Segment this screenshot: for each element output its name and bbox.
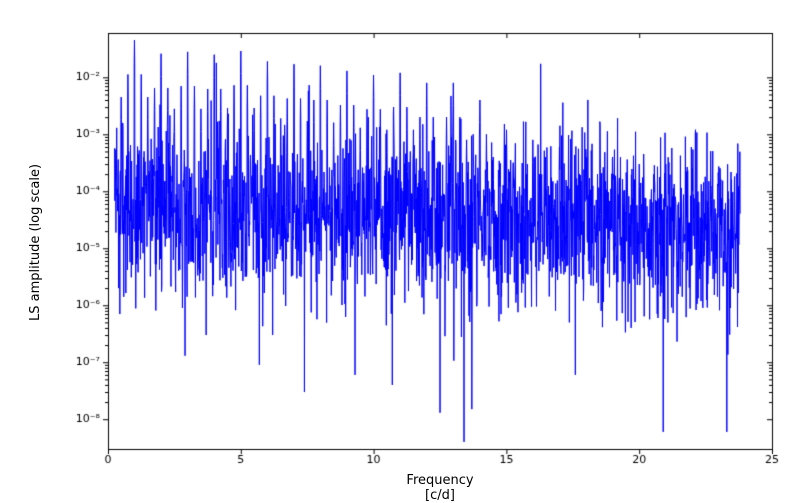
x-axis-label: Frequency [c/d] (390, 473, 490, 503)
spectrum-chart (0, 0, 800, 500)
chart-container: Frequency [c/d] LS amplitude (log scale) (0, 0, 800, 500)
y-axis-label: LS amplitude (log scale) (28, 164, 43, 321)
